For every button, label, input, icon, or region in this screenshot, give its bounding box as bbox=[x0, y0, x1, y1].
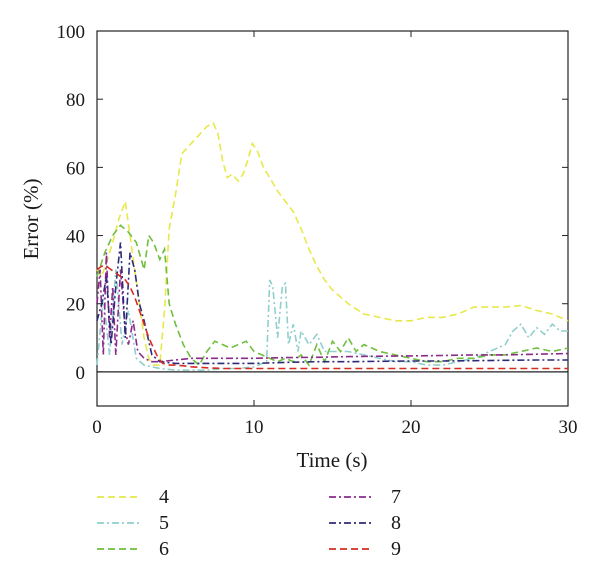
legend-label: 4 bbox=[159, 486, 169, 508]
legend-item-8: 8 bbox=[329, 512, 401, 534]
legend: 4 5 6 7 8 9 bbox=[97, 486, 401, 560]
legend-label: 9 bbox=[391, 538, 401, 560]
series-line-9 bbox=[96, 265, 568, 370]
y-tick-label: 60 bbox=[66, 158, 85, 179]
y-tick-label: 80 bbox=[66, 90, 85, 111]
series-layer bbox=[96, 121, 569, 372]
legend-item-5: 5 bbox=[97, 512, 169, 534]
plot-frame bbox=[96, 30, 569, 407]
x-tick-label: 20 bbox=[402, 417, 421, 438]
legend-label: 5 bbox=[159, 512, 169, 534]
series-line-5 bbox=[96, 269, 568, 372]
series-line-4 bbox=[96, 121, 569, 366]
legend-label: 6 bbox=[159, 538, 169, 560]
series-line-7 bbox=[96, 252, 569, 363]
y-tick-label: 0 bbox=[76, 363, 86, 384]
x-axis-label: Time (s) bbox=[297, 448, 368, 472]
legend-item-6: 6 bbox=[97, 538, 169, 560]
legend-label: 8 bbox=[391, 512, 401, 534]
x-tick-label: 0 bbox=[92, 417, 102, 438]
y-axis-label: Error (%) bbox=[19, 178, 43, 259]
legend-label: 7 bbox=[391, 486, 401, 508]
series-line-8 bbox=[96, 242, 568, 365]
series-line-6 bbox=[96, 224, 569, 367]
legend-item-4: 4 bbox=[97, 486, 169, 508]
legend-item-9: 9 bbox=[329, 538, 401, 560]
y-tick-label: 20 bbox=[66, 295, 85, 316]
y-tick-label: 40 bbox=[66, 227, 85, 248]
x-tick-label: 10 bbox=[245, 417, 264, 438]
x-tick-label: 30 bbox=[559, 417, 578, 438]
y-tick-label: 100 bbox=[57, 22, 86, 43]
legend-item-7: 7 bbox=[329, 486, 401, 508]
ticks-layer: 0 10 20 30 0 20 40 60 80 100 bbox=[57, 22, 578, 438]
